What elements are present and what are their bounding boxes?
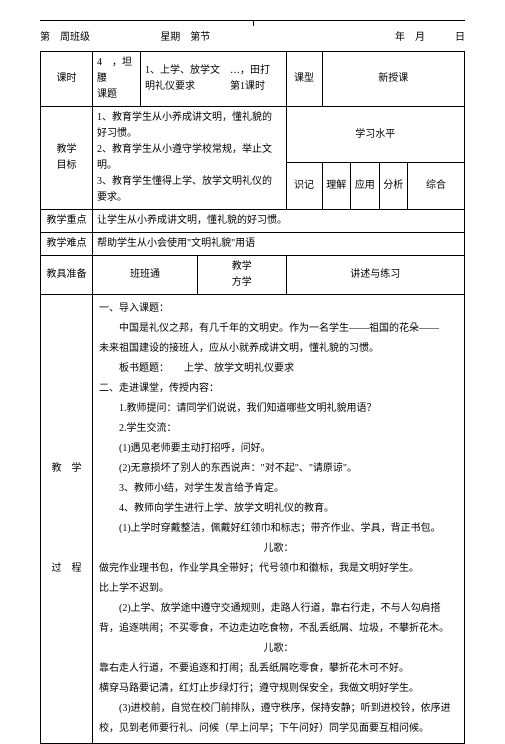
lesson-c3: …，田打 第1课时 [226,52,286,107]
p2: 中国是礼仪之邦，有几千年的文明史。作为一名学生——祖国的花朵—— 未来祖国建设的… [99,319,458,359]
focus-label: 教学重点 [41,210,93,233]
process-table: 教 学 过 程 一、导入课题： 中国是礼仪之邦，有几千年的文明史。作为一名学生—… [40,295,465,744]
prep-c2a: 教学 [202,259,282,275]
row-focus: 教学重点 让学生从小养成讲文明，懂礼貌的好习惯。 [41,210,465,233]
p11: (1)上学时穿戴整洁，佩戴好红领巾和标志；带齐作业、学具，背正书包。 [99,519,458,539]
lesson-c1a: 4 ，坦腰 [97,55,136,87]
p13: 做完作业理书包，作业学具全带好；代号领巾和徽标，我是文明好学生。 [99,559,458,579]
p6: 2.学生交流： [99,419,458,439]
p3: 板书题题： 上学、放学文明礼仪要求 [99,359,458,379]
header-row: 第 周班级 星期 第节 年 月 日 [40,24,465,51]
level-label: 学习水平 [286,107,465,163]
lesson-c1: 4 ，坦腰 课题 [93,52,141,107]
p19: (3)进校前，自觉在校门前排队，遵守秩序，保持安静；听到进校铃，依序进校，见到老… [99,699,458,739]
p16: 儿歌： [99,639,458,659]
goal-label: 教学 目标 [41,107,93,210]
header-day: 日 [455,28,465,43]
type-label: 课型 [286,52,322,107]
lesson-info-table: 课时 4 ，坦腰 课题 1、上学、放学文明礼仪要求 …，田打 第1课时 课型 新… [40,51,465,295]
header-weekday: 星期 第节 [160,28,304,43]
p5: 1.教师提问：请同学们说说，我们知道哪些文明礼貌用语？ [99,399,458,419]
p8: (2)无意损坏了别人的东西说声："对不起"、"请原谅"。 [99,459,458,479]
p12: 儿歌： [99,539,458,559]
page-top-rule [40,20,465,21]
proc-content: 一、导入课题： 中国是礼仪之邦，有几千年的文明史。作为一名学生——祖国的花朵——… [93,295,465,744]
prep-c3: 讲述与练习 [286,256,465,295]
goal-text: 1、教育学生从小养成讲文明，懂礼貌的好习惯。 2、教育学生从小遵守学校常规，举止… [93,107,287,210]
row-goal-head: 教学 目标 1、教育学生从小养成讲文明，懂礼貌的好习惯。 2、教育学生从小遵守学… [41,107,465,163]
p10: 4、教师向学生进行上学、放学文明礼仪的教育。 [99,499,458,519]
header-year: 年 月 [305,28,455,43]
diff-label: 教学难点 [41,233,93,256]
row-lesson: 课时 4 ，坦腰 课题 1、上学、放学文明礼仪要求 …，田打 第1课时 课型 新… [41,52,465,107]
p1: 一、导入课题： [99,299,458,319]
lesson-label: 课时 [41,52,93,107]
prep-c1: 班班通 [93,256,198,295]
lvl-3: 应用 [351,163,380,210]
lvl-5: 综合 [408,163,465,210]
row-prep: 教具准备 班班通 教学 方学 讲述与练习 [41,256,465,295]
header-week: 第 周班级 [40,28,160,43]
prep-label: 教具准备 [41,256,93,295]
proc-label: 教 学 过 程 [41,295,93,744]
proc-label-1: 教 学 [47,459,86,479]
prep-c2: 教学 方学 [198,256,287,295]
diff-text: 帮助学生从小会使用"文明礼貌"用语 [93,233,465,256]
p4: 二、走进课堂，传授内容： [99,379,458,399]
p17: 靠右走人行道，不要追逐和打闹；乱丢纸屑吃零食，攀折花木可不好。 [99,659,458,679]
focus-text: 让学生从小养成讲文明，懂礼貌的好习惯。 [93,210,465,233]
p18: 横穿马路要记清，红灯止步绿灯行；遵守规则保安全，我做文明好学生。 [99,679,458,699]
p9: 3、教师小结，对学生发言给予肯定。 [99,479,458,499]
prep-c2b: 方学 [202,275,282,291]
lvl-2: 理解 [322,163,351,210]
row-diff: 教学难点 帮助学生从小会使用"文明礼貌"用语 [41,233,465,256]
lvl-1: 识记 [286,163,322,210]
p7: (1)遇见老师要主动打招呼，问好。 [99,439,458,459]
lvl-4: 分析 [379,163,408,210]
proc-label-2: 过 程 [47,559,86,579]
p14: 比上学不迟到。 [99,579,458,599]
lesson-title: 1、上学、放学文明礼仪要求 [141,52,227,107]
p15: (2)上学、放学途中遵守交通规则，走路人行道，靠右行走，不与人勾肩搭背，追逐哄闹… [99,599,458,639]
lesson-c1b: 课题 [97,87,136,103]
type-val: 新授课 [322,52,465,107]
